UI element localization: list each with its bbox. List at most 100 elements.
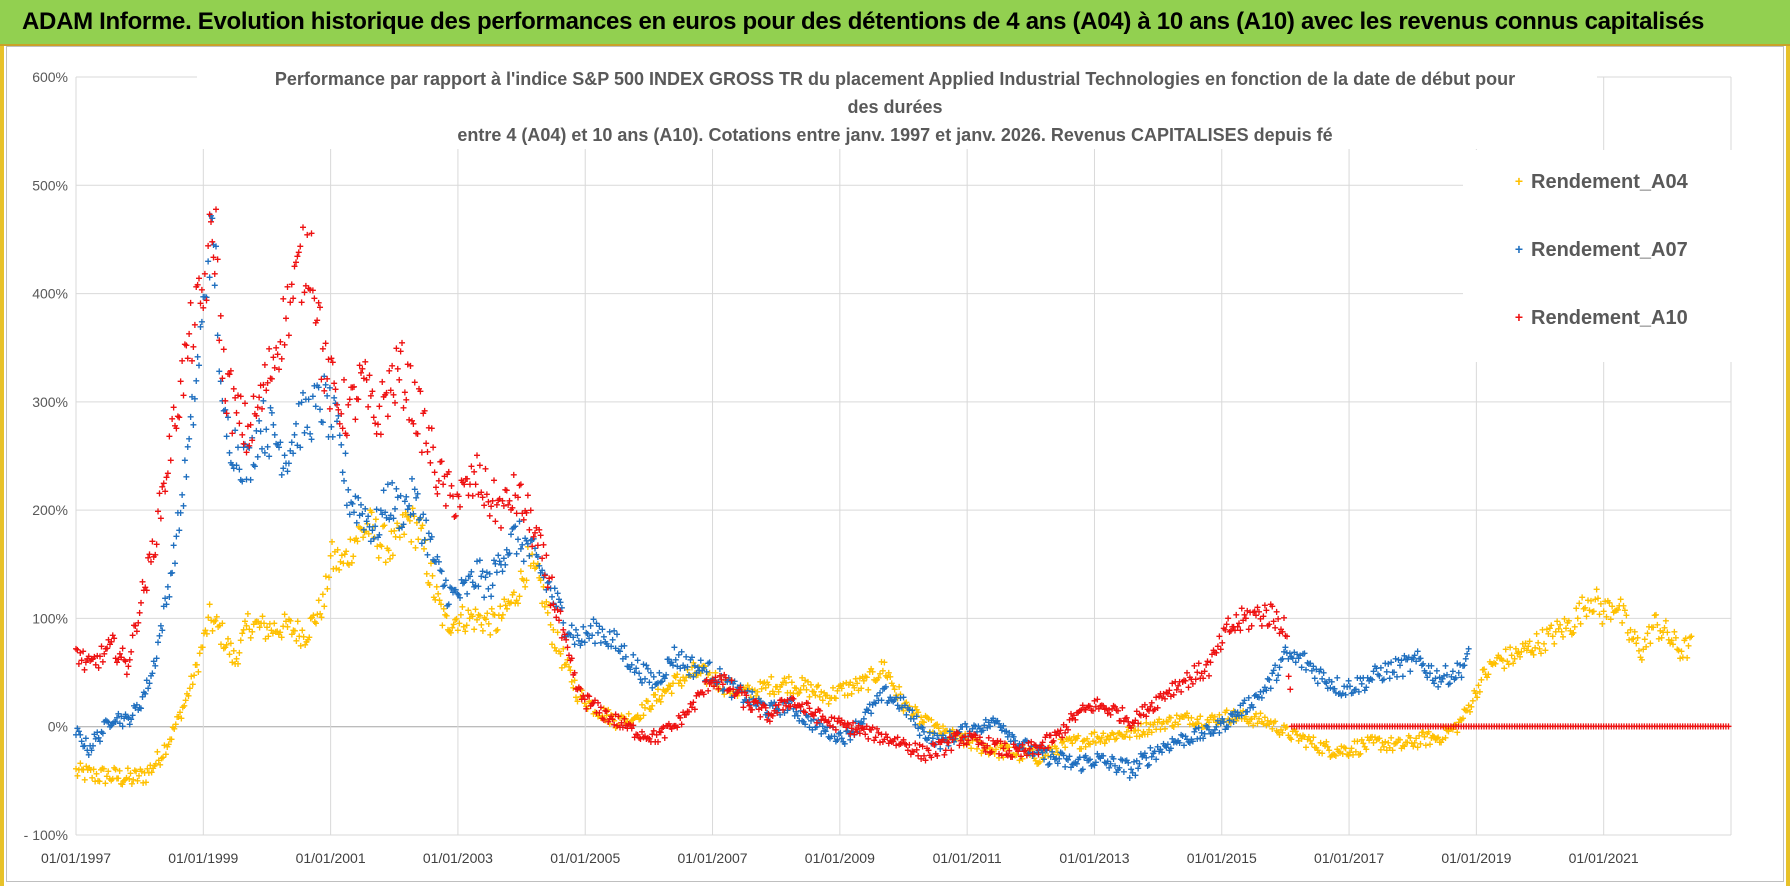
data-point: + bbox=[952, 732, 959, 746]
data-point: + bbox=[716, 669, 723, 683]
data-point: + bbox=[356, 508, 363, 522]
data-point: + bbox=[565, 626, 572, 640]
data-point: + bbox=[271, 361, 278, 375]
data-point: + bbox=[913, 710, 920, 724]
data-point: + bbox=[875, 726, 882, 740]
data-point: + bbox=[600, 630, 607, 644]
data-point: + bbox=[1206, 669, 1213, 683]
data-point: + bbox=[396, 373, 403, 387]
data-point: + bbox=[812, 720, 819, 734]
data-point: + bbox=[899, 699, 906, 713]
data-point: + bbox=[675, 648, 682, 662]
data-point: + bbox=[234, 441, 241, 455]
data-point: + bbox=[1280, 718, 1287, 732]
data-point: + bbox=[1148, 750, 1155, 764]
data-point: + bbox=[532, 526, 539, 540]
data-point: + bbox=[1208, 709, 1215, 723]
data-point: + bbox=[479, 624, 486, 638]
data-point: + bbox=[230, 644, 237, 658]
data-point: + bbox=[394, 490, 401, 504]
data-point: + bbox=[391, 396, 398, 410]
data-point: + bbox=[285, 612, 292, 626]
data-point: + bbox=[916, 738, 923, 752]
data-point: + bbox=[997, 741, 1004, 755]
data-point: + bbox=[369, 385, 376, 399]
data-point: + bbox=[777, 680, 784, 694]
data-point: + bbox=[403, 490, 410, 504]
data-point: + bbox=[88, 652, 95, 666]
data-point: + bbox=[363, 373, 370, 387]
data-point: + bbox=[981, 719, 988, 733]
data-point: + bbox=[1129, 766, 1136, 780]
data-point: + bbox=[1220, 715, 1227, 729]
data-point: + bbox=[1183, 732, 1190, 746]
data-point: + bbox=[1010, 738, 1017, 752]
data-point: + bbox=[876, 735, 883, 749]
data-point: + bbox=[1373, 733, 1380, 747]
data-point: + bbox=[350, 549, 357, 563]
data-point: + bbox=[354, 534, 361, 548]
data-point: + bbox=[119, 641, 126, 655]
data-point: + bbox=[922, 754, 929, 768]
data-point: + bbox=[435, 555, 442, 569]
data-point: + bbox=[1364, 730, 1371, 744]
data-point: + bbox=[291, 260, 298, 274]
data-point: + bbox=[1214, 714, 1221, 728]
data-point: + bbox=[782, 696, 789, 710]
data-point: + bbox=[166, 590, 173, 604]
data-point: + bbox=[855, 717, 862, 731]
data-point: + bbox=[438, 454, 445, 468]
y-tick-label: 200% bbox=[32, 502, 68, 518]
data-point: + bbox=[400, 401, 407, 415]
data-point: + bbox=[580, 689, 587, 703]
data-point: + bbox=[458, 474, 465, 488]
data-point: + bbox=[1421, 664, 1428, 678]
data-point: + bbox=[72, 728, 79, 742]
data-point: + bbox=[558, 631, 565, 645]
data-point: + bbox=[832, 691, 839, 705]
data-point: + bbox=[599, 709, 606, 723]
data-point: + bbox=[186, 681, 193, 695]
data-point: + bbox=[1557, 618, 1564, 632]
data-point: + bbox=[915, 749, 922, 763]
data-point: + bbox=[727, 675, 734, 689]
data-point: + bbox=[1330, 748, 1337, 762]
data-point: + bbox=[769, 709, 776, 723]
data-point: + bbox=[988, 745, 995, 759]
data-point: + bbox=[253, 614, 260, 628]
data-point: + bbox=[367, 503, 374, 517]
data-point: + bbox=[346, 392, 353, 406]
data-point: + bbox=[1469, 694, 1476, 708]
data-point: + bbox=[561, 629, 568, 643]
data-point: + bbox=[561, 658, 568, 672]
data-point: + bbox=[919, 715, 926, 729]
data-point: + bbox=[191, 318, 198, 332]
data-point: + bbox=[925, 712, 932, 726]
data-point: + bbox=[1379, 674, 1386, 688]
data-point: + bbox=[953, 725, 960, 739]
data-point: + bbox=[335, 409, 342, 423]
data-point: + bbox=[1441, 669, 1448, 683]
data-point: + bbox=[1405, 729, 1412, 743]
data-point: + bbox=[290, 447, 297, 461]
data-point: + bbox=[267, 401, 274, 415]
data-point: + bbox=[1059, 730, 1066, 744]
data-point: + bbox=[644, 694, 651, 708]
chart-title-line: Performance par rapport à l'indice S&P 5… bbox=[275, 69, 1515, 89]
data-point: + bbox=[230, 461, 237, 475]
data-point: + bbox=[419, 519, 426, 533]
data-point: + bbox=[295, 245, 302, 259]
data-point: + bbox=[449, 585, 456, 599]
data-point: + bbox=[710, 680, 717, 694]
data-point: + bbox=[1671, 625, 1678, 639]
data-point: + bbox=[878, 694, 885, 708]
data-point: + bbox=[504, 602, 511, 616]
data-point: + bbox=[593, 706, 600, 720]
data-point: + bbox=[1407, 665, 1414, 679]
data-point: + bbox=[775, 698, 782, 712]
data-point: + bbox=[1079, 698, 1086, 712]
data-point: + bbox=[81, 739, 88, 753]
data-point: + bbox=[200, 290, 207, 304]
data-point: + bbox=[1285, 669, 1292, 683]
data-point: + bbox=[243, 472, 250, 486]
